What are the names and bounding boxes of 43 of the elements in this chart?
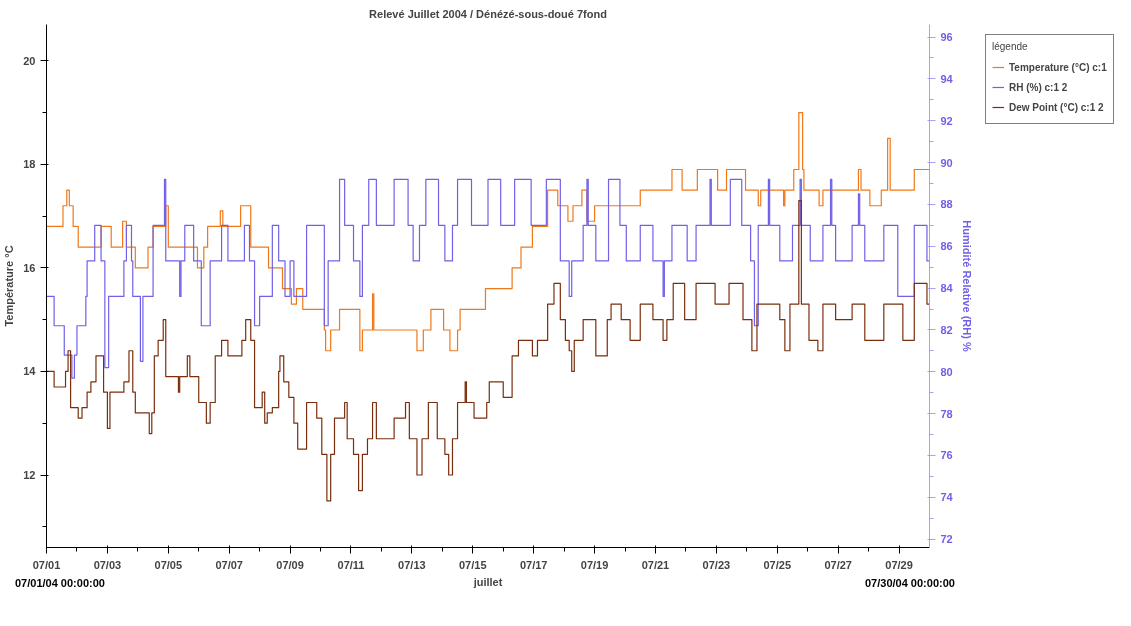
y2-axis-title: Humidité Relative (RH) % [960,220,973,352]
legend-label: RH (%) c:1 2 [1009,81,1068,93]
x-tick-label: 07/11 [337,558,365,571]
y-tick-label: 18 [23,158,36,171]
x-tick-label: 07/03 [93,558,122,571]
y-tick-label: 20 [23,54,36,67]
y2-tick-label: 80 [940,365,953,378]
y2-tick-label: 86 [940,240,953,253]
y-axis-title: Température °C [3,245,16,327]
x-tick-label: 07/15 [459,558,487,571]
x-tick-label: 07/01 [32,558,61,571]
x-axis-title: juillet [472,575,503,588]
y2-tick-label: 84 [940,282,954,295]
x-tick-label: 07/23 [702,558,731,571]
x-tick-label: 07/21 [641,558,670,571]
y2-tick-label: 90 [940,156,953,169]
x-tick-label: 07/05 [154,558,183,571]
x-tick-label: 07/25 [763,558,792,571]
x-tick-label: 07/17 [519,558,548,571]
x-tick-label: 07/27 [824,558,852,571]
legend-label: Dew Point (°C) c:1 2 [1009,101,1104,113]
chart-title: Relevé Juillet 2004 / Dénézé-sous-doué 7fond [369,7,607,20]
legend-label: Temperature (°C) c:1 [1009,61,1107,73]
y2-tick-label: 92 [940,114,953,127]
y2-tick-label: 78 [940,407,953,420]
x-tick-label: 07/29 [885,558,913,571]
y2-tick-label: 72 [940,533,953,546]
text: 07/30/04 00:00:00 [865,576,955,591]
y-tick-label: 14 [23,365,37,378]
y2-tick-label: 94 [940,72,954,85]
y2-tick-label: 88 [940,198,953,211]
y-tick-label: 12 [23,469,36,481]
legend-title: légende [992,41,1029,52]
y2-tick-label: 74 [940,491,954,504]
x-tick-label: 07/09 [276,558,304,571]
x-tick-label: 07/19 [580,558,609,571]
y2-tick-label: 82 [940,323,953,336]
text: 07/01/04 00:00:00 [15,576,105,591]
y-tick-label: 16 [23,261,36,274]
x-tick-label: 07/07 [215,558,243,571]
x-tick-label: 07/13 [398,558,426,571]
y2-tick-label: 96 [940,31,953,44]
y2-tick-label: 76 [940,449,953,462]
